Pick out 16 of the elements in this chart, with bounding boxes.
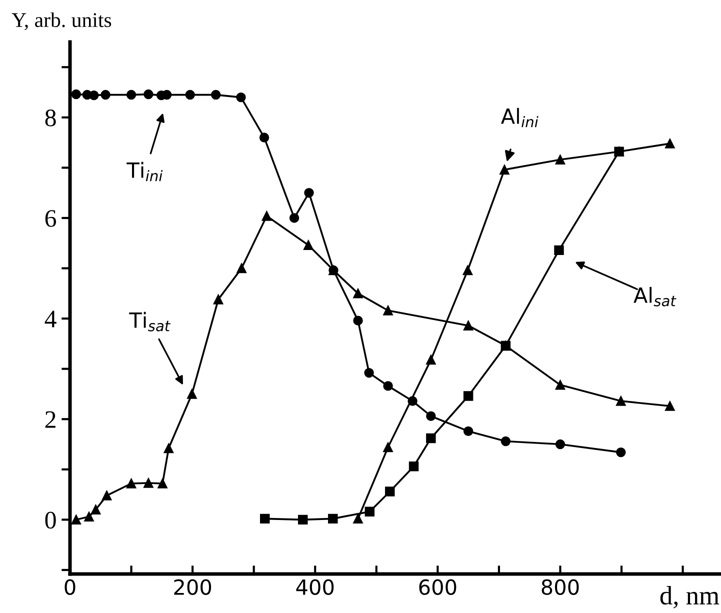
x-tick-label: 800 — [542, 579, 579, 595]
annotation: Ti$_{sat}$ — [129, 312, 171, 332]
x-tick-label: 0 — [64, 579, 76, 595]
annotation: Ti$_{ini}$ — [126, 162, 163, 182]
y-tick-label: 4 — [44, 310, 56, 328]
x-tick-label: 200 — [174, 579, 212, 595]
annotation: Al$_{ini}$ — [500, 108, 538, 128]
x-tick-label: 600 — [419, 579, 456, 595]
y-tick-label: 8 — [45, 109, 56, 126]
y-tick-label: 6 — [45, 210, 56, 227]
annotation: Al$_{sat}$ — [634, 286, 676, 306]
x-tick-label: 400 — [296, 579, 334, 595]
y-tick-label: 2 — [45, 411, 56, 428]
y-tick-label: 0 — [45, 512, 56, 529]
y-axis-title: Y, arb. units — [12, 12, 112, 30]
x-axis-title: d, nm — [660, 586, 720, 608]
